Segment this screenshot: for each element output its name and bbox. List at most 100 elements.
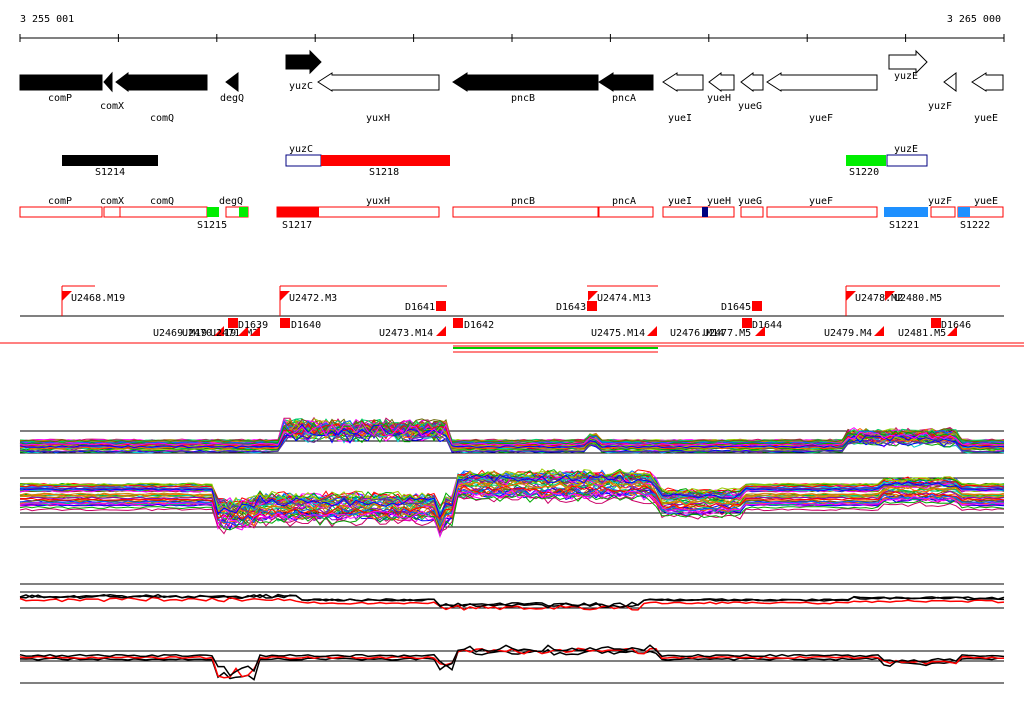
transcript-D1639[interactable]: D1639 [228,318,268,331]
segment-yuzF[interactable]: yuzF [928,196,956,218]
gene-yueH[interactable]: yueH [707,72,735,104]
transcript-block [752,301,762,311]
expression-traces [19,468,1005,538]
gene-yueG[interactable]: yueG [738,72,764,112]
expression-trace [19,593,1005,609]
segment-comQ[interactable]: comQ [119,196,208,218]
gene-yuzC[interactable]: yuzC [285,49,322,92]
segment-pncA[interactable]: pncA [598,196,654,218]
segment-box [930,206,956,218]
transcript-flag [947,326,957,336]
segment-mark-S1215[interactable]: S1215 [197,207,248,231]
transcript-U2476.M14[interactable]: U2476.M14 [670,328,724,339]
segment-box [598,206,654,218]
expression-trace [19,418,1005,443]
gene-yuzE[interactable]: yuzE [888,49,928,82]
transcript-D1643[interactable]: D1643 [556,301,597,313]
segment-fill [277,207,319,217]
transcript-U2470.M19[interactable]: U2470.M19 [182,326,236,339]
gene-arrow [452,72,599,92]
segment-mark-label: S1215 [197,220,227,231]
segment-fill [958,207,970,217]
feature-S1220[interactable]: S1220 [846,155,886,178]
gene-degQ[interactable]: degQ [220,72,244,104]
gene-label: pncB [511,93,535,104]
feature-yuzE[interactable]: yuzE [886,144,928,167]
transcript-U2469.M19[interactable]: U2469.M19 [153,328,207,339]
transcript-flag [846,291,856,301]
transcript-U2477.M5[interactable]: U2477.M5 [703,326,765,339]
segment-label: yueI [668,196,692,207]
gene-comQ[interactable]: comQ [115,72,208,124]
expression-traces [19,416,1005,454]
transcript-label: U2479.M4 [824,328,872,339]
expression-trace [19,648,1005,681]
transcript-U2473.M14[interactable]: U2473.M14 [379,326,446,339]
expression-traces [19,644,1005,681]
gene-label: yuxH [366,113,390,124]
expression-trace [19,425,1005,451]
expression-trace [19,489,1004,538]
gene-yueE[interactable]: yueE [971,72,1004,124]
segment-mark-S1221[interactable]: S1221 [884,207,928,231]
transcript-D1641[interactable]: D1641 [405,301,446,313]
transcript-U2478.M2[interactable]: U2478.M2 [845,285,1000,316]
transcript-label: U2471.M3 [210,328,258,339]
transcript-U2472.M3[interactable]: U2472.M3 [279,285,447,316]
expression-trace [20,486,1005,527]
feature-S1218[interactable]: S1218 [321,155,450,178]
segment-comP[interactable]: comP [19,196,103,218]
feature-block [62,155,158,166]
segment-pncB[interactable]: pncB [452,196,599,218]
feature-block [886,154,928,167]
gene-arrow [225,72,239,92]
gene-yuxH[interactable]: yuxH [317,72,440,124]
gene-arrow [285,49,322,75]
gene-arrow [19,74,103,91]
gene-arrow [943,72,957,92]
transcript-D1640[interactable]: D1640 [280,318,321,331]
expression-trace [19,596,1005,611]
gene-comX[interactable]: comX [100,71,124,112]
gene-comP[interactable]: comP [19,74,103,104]
feature-yuzC[interactable]: yuzC [285,144,322,167]
transcript-U2474.M13[interactable]: U2474.M13 [587,285,658,304]
segment-yueI[interactable]: yueI [662,196,704,218]
transcript-U2475.M14[interactable]: U2475.M14 [591,326,657,339]
gene-pncA[interactable]: pncA [598,72,654,104]
transcript-label: D1641 [405,302,435,313]
transcript-D1646[interactable]: D1646 [931,318,971,331]
transcript-U2481.M5[interactable]: U2481.M5 [898,326,957,339]
gene-yueI[interactable]: yueI [662,72,704,124]
transcript-U2480.M5[interactable]: U2480.M5 [885,291,942,304]
segment-yueF[interactable]: yueF [766,196,878,218]
transcript-label: U2476.M14 [670,328,724,339]
expression-panel-middle [19,468,1005,538]
expression-trace [19,430,1005,453]
expression-trace [19,473,1005,523]
transcript-D1642[interactable]: D1642 [453,318,494,331]
transcript-flag [214,326,224,336]
transcript-U2471.M3[interactable]: U2471.M3 [210,326,260,339]
transcript-D1645[interactable]: D1645 [721,301,762,313]
gene-arrow [662,72,704,92]
transcript-U2468.M19[interactable]: U2468.M19 [61,285,125,316]
gene-pncB[interactable]: pncB [452,72,599,104]
expression-trace [19,493,1005,538]
feature-S1214[interactable]: S1214 [62,155,158,178]
transcript-label: D1642 [464,320,494,331]
transcript-U2479.M4[interactable]: U2479.M4 [824,326,884,339]
transcript-D1644[interactable]: D1644 [742,318,782,331]
gene-yuzF[interactable]: yuzF [928,72,957,112]
expression-trace [19,424,1005,449]
segment-mark-S1217[interactable]: S1217 [277,207,319,231]
gene-yueF[interactable]: yueF [766,72,878,124]
transcript-flag [436,326,446,336]
segment-label: yueE [974,196,998,207]
segment-yueG[interactable]: yueG [738,196,764,218]
gene-arrow [740,72,764,92]
gene-arrow [888,49,928,75]
transcript-label: U2480.M5 [894,293,942,304]
segment-mark-S1222[interactable]: S1222 [958,207,990,231]
